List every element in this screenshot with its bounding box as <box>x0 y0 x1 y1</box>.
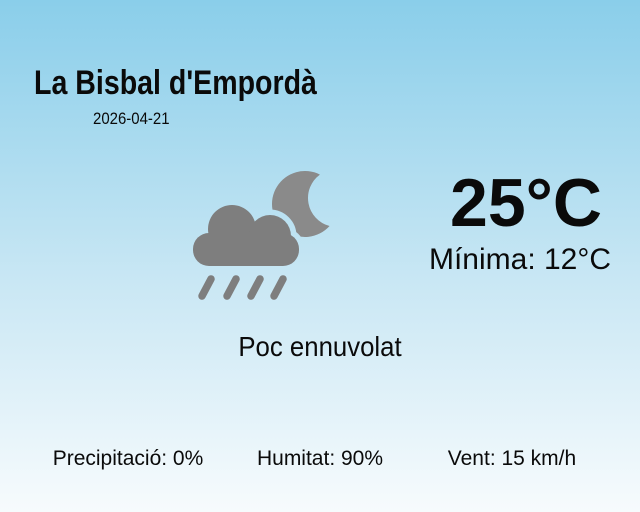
forecast-date: 2026-04-21 <box>93 109 170 128</box>
current-temperature: 25°C <box>450 165 602 241</box>
cloud-icon <box>193 205 299 266</box>
humidity-stat: Humitat: 90% <box>256 447 384 470</box>
crescent-moon-icon <box>271 170 330 237</box>
weather-condition: Poc ennuvolat <box>238 331 402 362</box>
rain-drops-icon <box>198 275 287 300</box>
location-title: La Bisbal d'Empordà <box>34 64 317 102</box>
precipitation-stat: Precipitació: 0% <box>52 447 204 470</box>
wind-stat: Vent: 15 km/h <box>447 447 577 470</box>
rain-cloud-with-moon-icon <box>193 170 330 300</box>
minimum-temperature: Mínima: 12°C <box>428 243 612 276</box>
